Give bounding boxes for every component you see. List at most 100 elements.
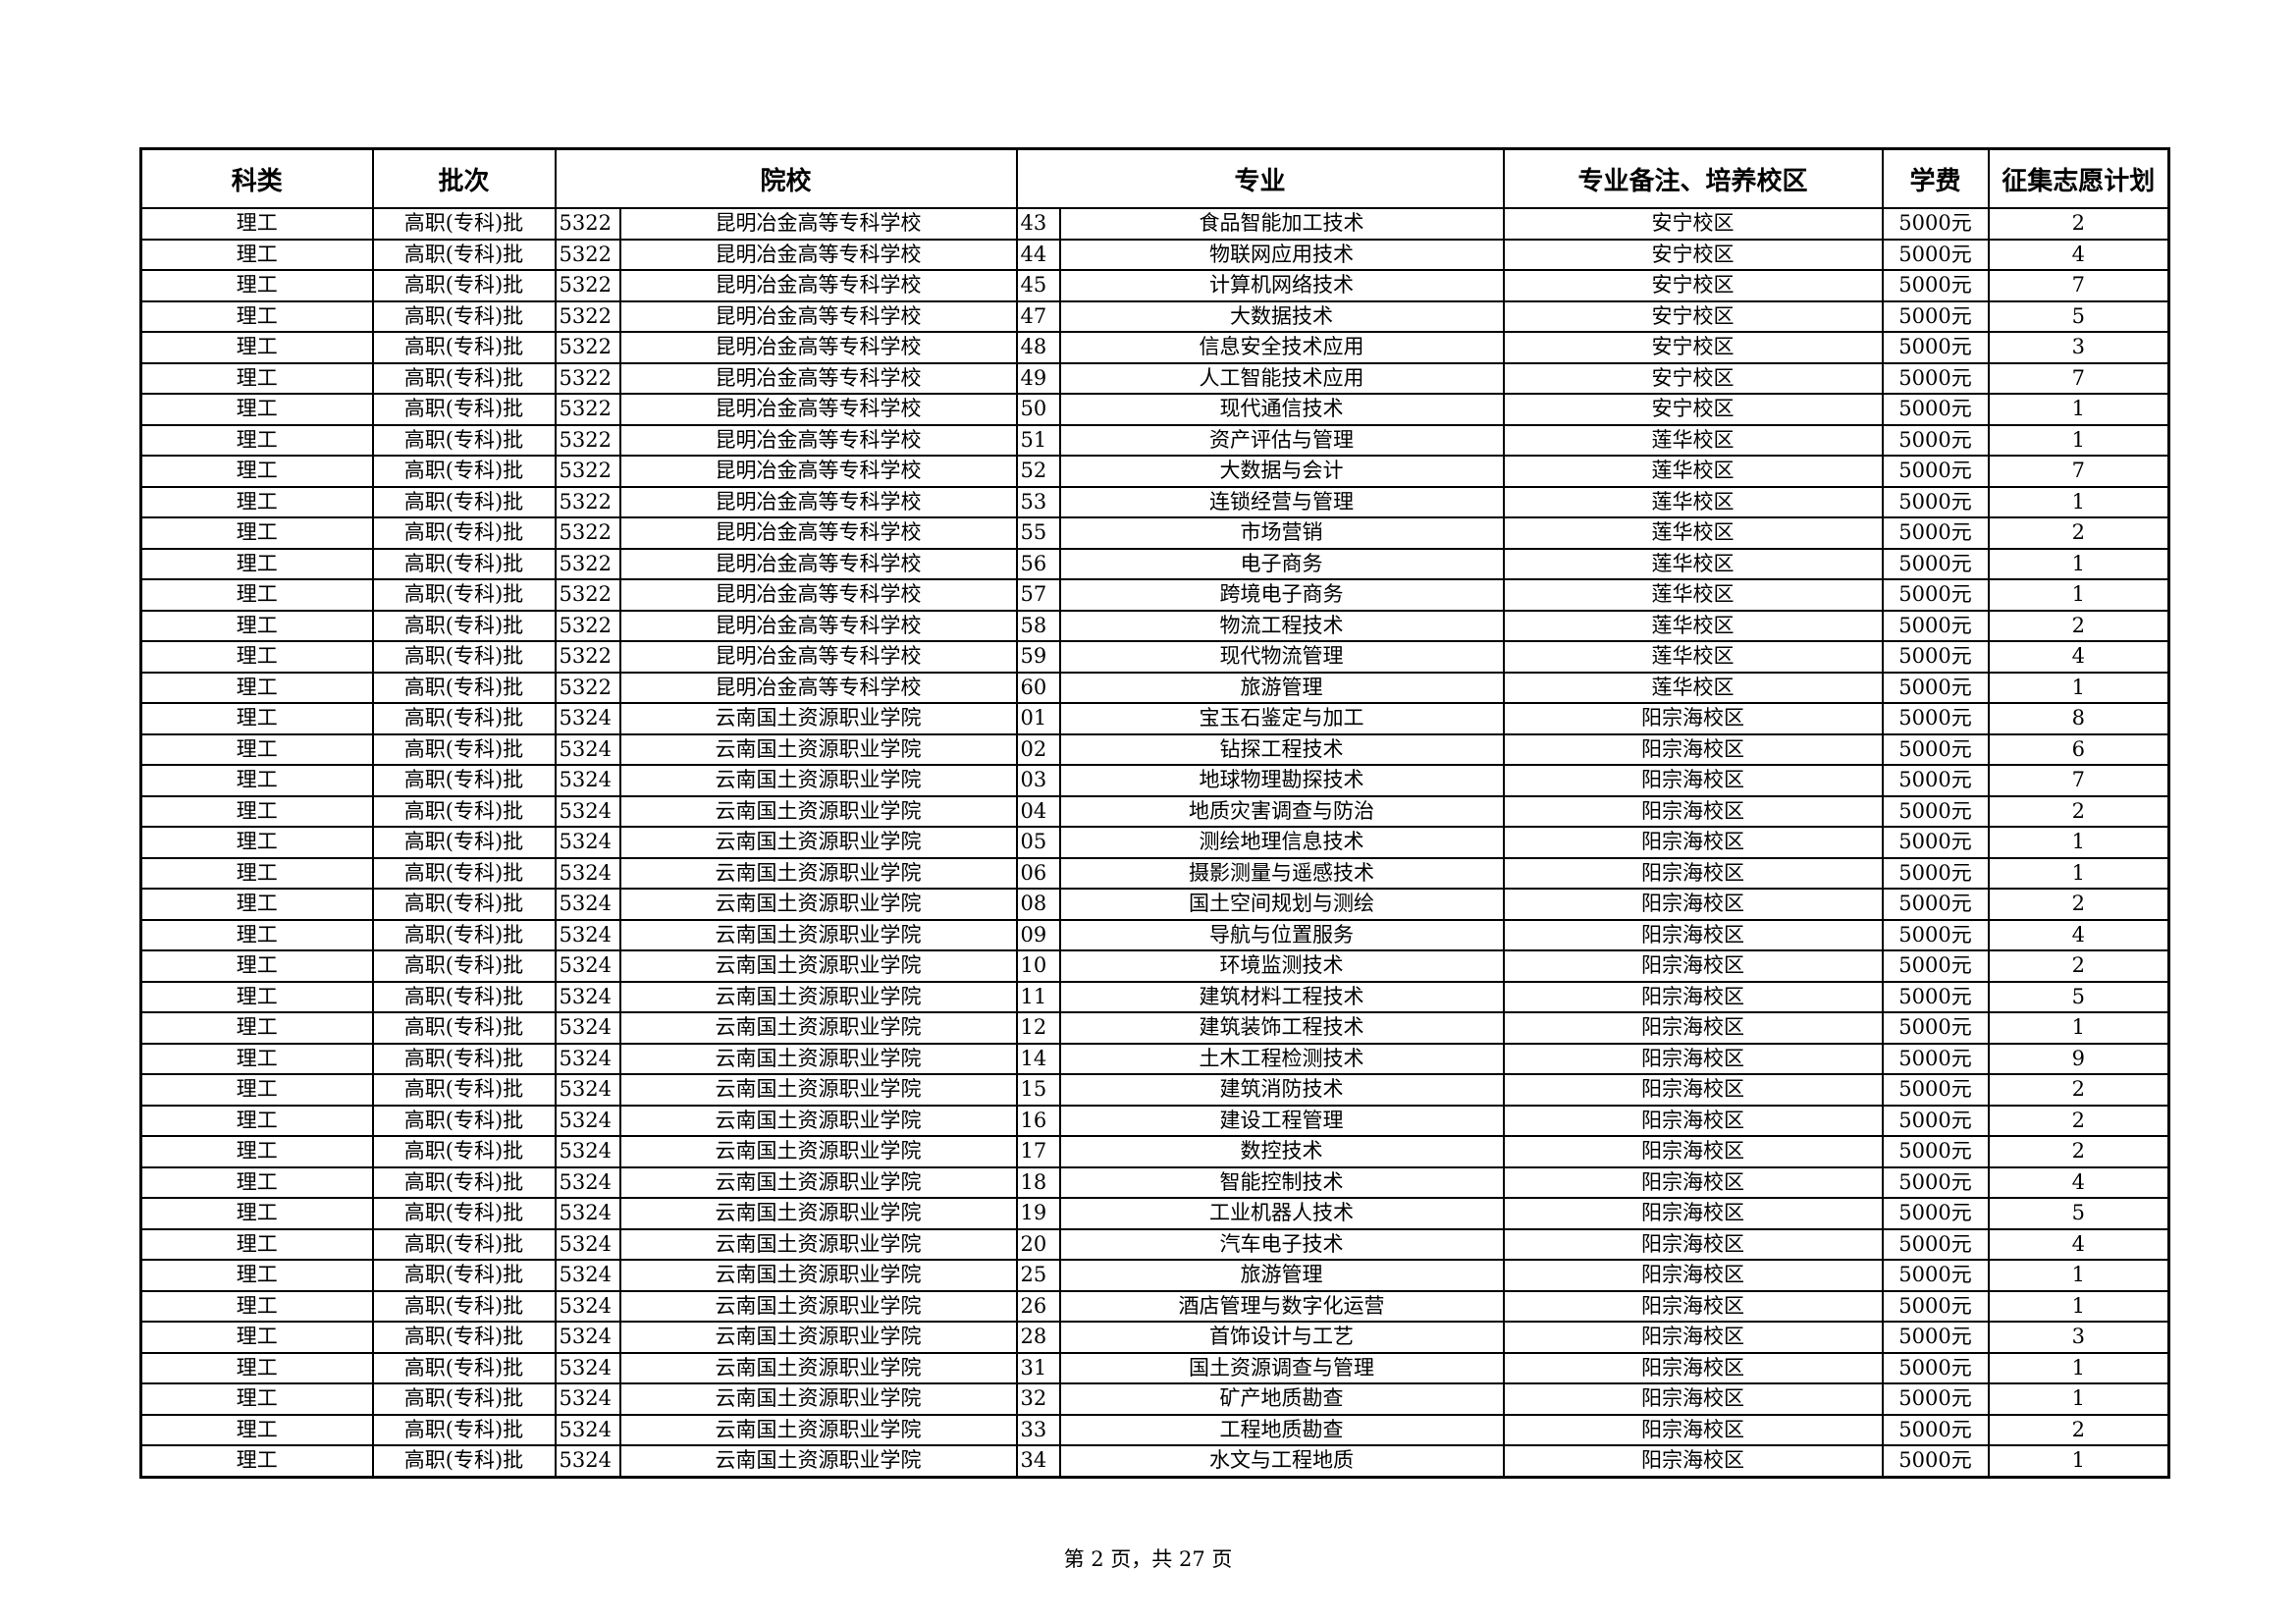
- cell-plan-count: 1: [1987, 671, 2170, 704]
- cell-category: 理工: [139, 609, 374, 642]
- table-row: 理工 高职(专科)批 5324 云南国土资源职业学院 31 国土资源调查与管理 阳宗海校区 5…: [139, 1351, 2170, 1384]
- cell-major-code: 56: [1015, 547, 1061, 580]
- cell-category: 理工: [139, 888, 374, 921]
- cell-school-code: 5324: [554, 1011, 621, 1045]
- table-row: 理工 高职(专科)批 5322 昆明冶金高等专科学校 53 连锁经营与管理 莲华校区 5000…: [139, 485, 2170, 518]
- cell-tuition: 5000元: [1881, 980, 1990, 1013]
- cell-school-code: 5324: [554, 1413, 621, 1446]
- cell-category: 理工: [139, 1413, 374, 1446]
- cell-major-name: 大数据与会计: [1058, 455, 1505, 488]
- table-row: 理工 高职(专科)批 5322 昆明冶金高等专科学校 57 跨境电子商务 莲华校区 5000元…: [139, 578, 2170, 612]
- cell-school-name: 昆明冶金高等专科学校: [618, 393, 1018, 426]
- cell-major-code: 16: [1015, 1104, 1061, 1137]
- cell-campus: 安宁校区: [1502, 361, 1884, 395]
- cell-school-code: 5322: [554, 455, 621, 488]
- cell-tuition: 5000元: [1881, 918, 1990, 951]
- cell-major-code: 59: [1015, 640, 1061, 674]
- cell-campus: 阳宗海校区: [1502, 856, 1884, 890]
- cell-school-name: 云南国土资源职业学院: [618, 1165, 1018, 1199]
- cell-school-name: 云南国土资源职业学院: [618, 1042, 1018, 1075]
- cell-tuition: 5000元: [1881, 888, 1990, 921]
- cell-tuition: 5000元: [1881, 1259, 1990, 1292]
- cell-batch: 高职(专科)批: [371, 423, 557, 457]
- cell-campus: 安宁校区: [1502, 269, 1884, 302]
- table-row: 理工 高职(专科)批 5324 云南国土资源职业学院 32 矿产地质勘查 阳宗海校区 5000…: [139, 1382, 2170, 1416]
- cell-category: 理工: [139, 578, 374, 612]
- cell-batch: 高职(专科)批: [371, 455, 557, 488]
- cell-school-code: 5322: [554, 331, 621, 364]
- cell-category: 理工: [139, 1197, 374, 1230]
- cell-campus: 阳宗海校区: [1502, 1259, 1884, 1292]
- cell-major-code: 44: [1015, 238, 1061, 271]
- table-row: 理工 高职(专科)批 5324 云南国土资源职业学院 16 建设工程管理 阳宗海校区 5000…: [139, 1104, 2170, 1137]
- cell-tuition: 5000元: [1881, 423, 1990, 457]
- cell-school-code: 5322: [554, 609, 621, 642]
- cell-tuition: 5000元: [1881, 485, 1990, 518]
- cell-school-name: 云南国土资源职业学院: [618, 1227, 1018, 1261]
- cell-tuition: 5000元: [1881, 269, 1990, 302]
- cell-school-code: 5324: [554, 918, 621, 951]
- cell-major-name: 工程地质勘查: [1058, 1413, 1505, 1446]
- cell-school-code: 5322: [554, 207, 621, 241]
- cell-major-code: 32: [1015, 1382, 1061, 1416]
- cell-school-name: 云南国土资源职业学院: [618, 856, 1018, 890]
- table-row: 理工 高职(专科)批 5324 云南国土资源职业学院 02 钻探工程技术 阳宗海校区 5000…: [139, 732, 2170, 766]
- cell-major-name: 现代通信技术: [1058, 393, 1505, 426]
- cell-tuition: 5000元: [1881, 547, 1990, 580]
- cell-major-name: 建筑装饰工程技术: [1058, 1011, 1505, 1045]
- cell-category: 理工: [139, 393, 374, 426]
- cell-tuition: 5000元: [1881, 1073, 1990, 1107]
- cell-tuition: 5000元: [1881, 764, 1990, 797]
- table-row: 理工 高职(专科)批 5324 云南国土资源职业学院 26 酒店管理与数字化运营 阳宗海校区…: [139, 1289, 2170, 1323]
- cell-tuition: 5000元: [1881, 1197, 1990, 1230]
- cell-plan-count: 1: [1987, 1289, 2170, 1323]
- cell-campus: 阳宗海校区: [1502, 1197, 1884, 1230]
- cell-school-name: 云南国土资源职业学院: [618, 1321, 1018, 1354]
- cell-category: 理工: [139, 1042, 374, 1075]
- cell-school-code: 5324: [554, 1382, 621, 1416]
- cell-campus: 阳宗海校区: [1502, 888, 1884, 921]
- admission-plan-table: 科类 批次 院校 专业 专业备注、培养校区 学费 征集志愿计划 理工 高职(专科)…: [139, 147, 2171, 1479]
- table-row: 理工 高职(专科)批 5324 云南国土资源职业学院 25 旅游管理 阳宗海校区 5000元 1: [139, 1259, 2170, 1292]
- cell-major-name: 水文与工程地质: [1058, 1444, 1505, 1478]
- cell-school-code: 5322: [554, 269, 621, 302]
- table-row: 理工 高职(专科)批 5322 昆明冶金高等专科学校 48 信息安全技术应用 安宁校区 500…: [139, 331, 2170, 364]
- cell-batch: 高职(专科)批: [371, 918, 557, 951]
- cell-major-code: 02: [1015, 732, 1061, 766]
- cell-batch: 高职(专科)批: [371, 361, 557, 395]
- cell-school-code: 5322: [554, 547, 621, 580]
- cell-category: 理工: [139, 826, 374, 859]
- cell-school-name: 云南国土资源职业学院: [618, 1413, 1018, 1446]
- cell-plan-count: 7: [1987, 455, 2170, 488]
- cell-plan-count: 9: [1987, 1042, 2170, 1075]
- cell-category: 理工: [139, 455, 374, 488]
- cell-plan-count: 3: [1987, 331, 2170, 364]
- cell-major-name: 现代物流管理: [1058, 640, 1505, 674]
- table-row: 理工 高职(专科)批 5322 昆明冶金高等专科学校 60 旅游管理 莲华校区 5000元 1: [139, 671, 2170, 704]
- cell-batch: 高职(专科)批: [371, 1227, 557, 1261]
- cell-school-code: 5324: [554, 1321, 621, 1354]
- table-row: 理工 高职(专科)批 5324 云南国土资源职业学院 15 建筑消防技术 阳宗海校区 5000…: [139, 1073, 2170, 1107]
- cell-batch: 高职(专科)批: [371, 331, 557, 364]
- table-row: 理工 高职(专科)批 5322 昆明冶金高等专科学校 51 资产评估与管理 莲华校区 5000…: [139, 423, 2170, 457]
- cell-major-name: 测绘地理信息技术: [1058, 826, 1505, 859]
- cell-school-name: 昆明冶金高等专科学校: [618, 547, 1018, 580]
- cell-major-name: 资产评估与管理: [1058, 423, 1505, 457]
- cell-school-name: 云南国土资源职业学院: [618, 1104, 1018, 1137]
- cell-school-name: 昆明冶金高等专科学校: [618, 269, 1018, 302]
- cell-plan-count: 2: [1987, 1073, 2170, 1107]
- cell-batch: 高职(专科)批: [371, 949, 557, 983]
- cell-tuition: 5000元: [1881, 671, 1990, 704]
- cell-school-name: 云南国土资源职业学院: [618, 1135, 1018, 1168]
- table-row: 理工 高职(专科)批 5324 云南国土资源职业学院 12 建筑装饰工程技术 阳宗海校区 50…: [139, 1011, 2170, 1045]
- cell-major-code: 60: [1015, 671, 1061, 704]
- cell-batch: 高职(专科)批: [371, 238, 557, 271]
- cell-batch: 高职(专科)批: [371, 826, 557, 859]
- cell-tuition: 5000元: [1881, 1227, 1990, 1261]
- cell-campus: 阳宗海校区: [1502, 1135, 1884, 1168]
- cell-plan-count: 7: [1987, 764, 2170, 797]
- table-row: 理工 高职(专科)批 5322 昆明冶金高等专科学校 55 市场营销 莲华校区 5000元 2: [139, 516, 2170, 550]
- cell-plan-count: 7: [1987, 269, 2170, 302]
- cell-major-code: 55: [1015, 516, 1061, 550]
- cell-major-code: 58: [1015, 609, 1061, 642]
